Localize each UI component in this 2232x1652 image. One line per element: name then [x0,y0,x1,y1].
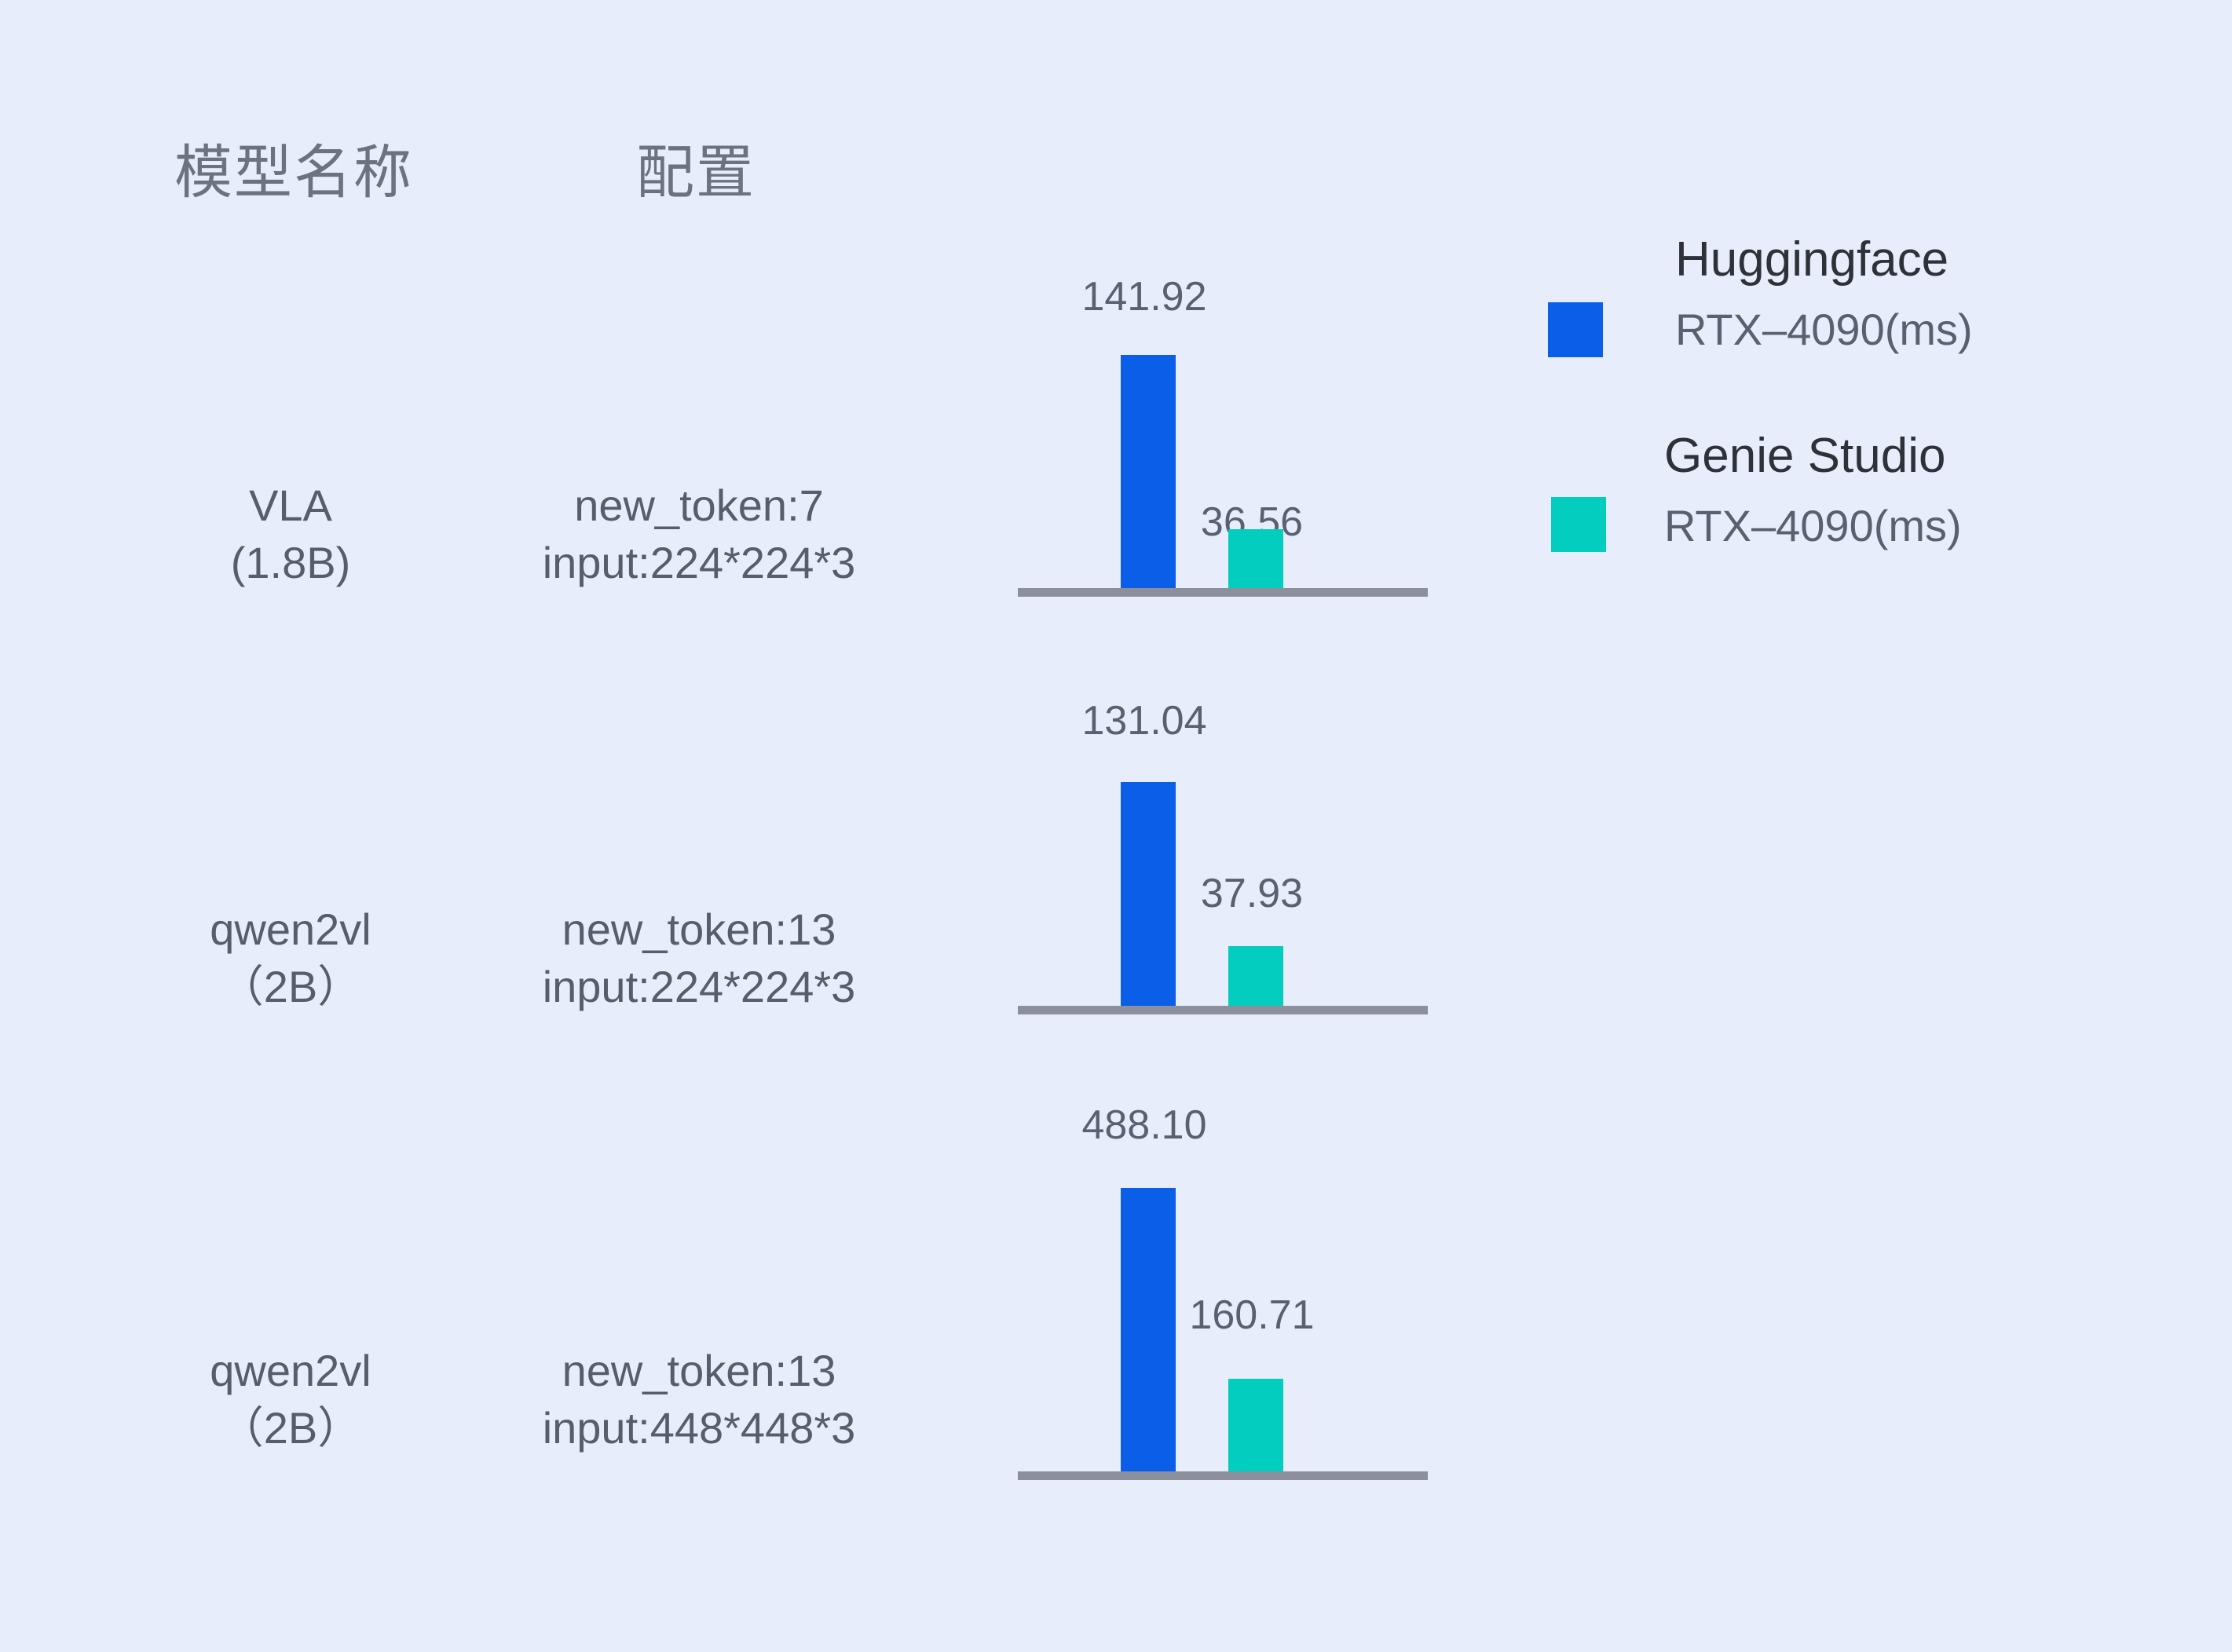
legend-item-label: Huggingface [1675,232,1949,287]
legend-item-sublabel: RTX–4090(ms) [1664,501,1962,550]
bar-huggingface[interactable] [1121,355,1176,588]
bar-value-genie: 160.71 [1189,1292,1315,1338]
row-model-name: qwen2vl [210,905,371,954]
bar-value-genie: 37.93 [1200,871,1304,916]
legend-item-huggingface[interactable]: Huggingface RTX–4090(ms) [1548,236,2192,432]
bar-huggingface[interactable] [1121,1188,1176,1477]
row-config-input: input:448*448*3 [542,1402,856,1453]
legend-swatch-icon [1551,497,1606,552]
legend-item-sublabel: RTX–4090(ms) [1675,305,1973,354]
row-config-input: input:224*224*3 [542,537,856,587]
row-config-tokens: new_token:13 [562,905,836,954]
chart-legend: Huggingface RTX–4090(ms) Genie Studio RT… [1548,236,2192,628]
row-config-label: new_token:13 input:448*448*3 [471,1343,927,1457]
row-model-size: (1.8B) [230,537,351,587]
row-config-tokens: new_token:7 [574,481,824,530]
row-model-label: qwen2vl （2B） [118,901,463,1016]
legend-item-label: Genie Studio [1664,429,1946,483]
legend-item-text: Genie Studio RTX–4090(ms) [1664,432,2167,548]
panel-baseline [1018,1006,1428,1014]
row-model-name: qwen2vl [210,1346,371,1395]
bar-panel: 131.04 37.93 [1018,691,1428,1014]
bar-value-huggingface: 488.10 [1081,1102,1207,1148]
row-model-name: VLA [249,481,332,530]
row-config-label: new_token:7 input:224*224*3 [471,477,927,592]
panel-baseline [1018,1471,1428,1480]
row-config-tokens: new_token:13 [562,1346,836,1395]
bar-value-huggingface: 141.92 [1081,274,1207,320]
bar-genie[interactable] [1228,946,1283,1006]
bar-panel: 488.10 160.71 [1018,1095,1428,1480]
panel-baseline [1018,588,1428,597]
bar-panel: 141.92 36.56 [1018,267,1428,597]
row-model-size: （2B） [219,1402,362,1453]
legend-item-text: Huggingface RTX–4090(ms) [1675,236,2178,352]
row-config-input: input:224*224*3 [542,961,856,1011]
bar-genie[interactable] [1228,1379,1283,1471]
column-header-config: 配置 [636,140,756,205]
row-config-label: new_token:13 input:224*224*3 [471,901,927,1016]
row-model-label: VLA (1.8B) [118,477,463,592]
bar-genie[interactable] [1228,529,1283,588]
row-model-size: （2B） [219,961,362,1011]
row-model-label: qwen2vl （2B） [118,1343,463,1457]
bar-huggingface[interactable] [1121,782,1176,1006]
bar-value-huggingface: 131.04 [1081,698,1207,744]
legend-swatch-icon [1548,302,1603,357]
column-header-model-name: 模型名称 [174,140,413,205]
legend-item-genie-studio[interactable]: Genie Studio RTX–4090(ms) [1548,432,2192,628]
